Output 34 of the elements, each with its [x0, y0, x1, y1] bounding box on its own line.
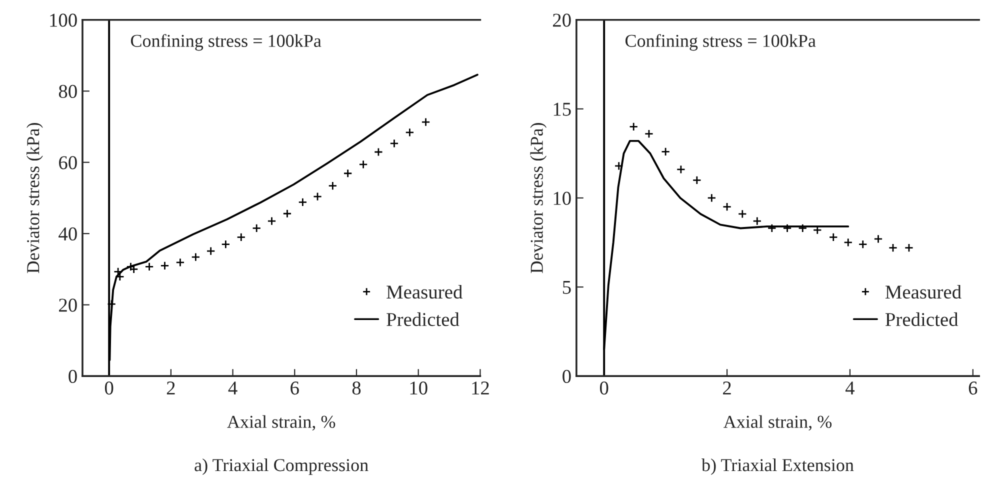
y-tick-label: 0: [562, 370, 571, 384]
x-tick-label: 6: [290, 382, 299, 395]
y-axis-title: Deviator stress (kPa): [26, 123, 43, 274]
legend-label: Predicted: [386, 312, 460, 326]
y-tick-label: 0: [68, 370, 77, 384]
legend-label: Predicted: [885, 312, 958, 326]
y-tick-label: 80: [58, 84, 77, 98]
x-tick-label: 12: [472, 382, 489, 394]
x-tick-label: 2: [723, 382, 731, 394]
y-tick-label: 20: [59, 298, 77, 312]
text: a) Triaxial Compression: [194, 458, 368, 475]
y-axis-title: Deviator stress (kPa): [530, 123, 547, 274]
y-tick-label: 100: [50, 14, 77, 27]
x-tick-label: 8: [352, 381, 361, 395]
text: b) Triaxial Extension: [702, 458, 854, 475]
x-tick-label: 2: [166, 382, 175, 394]
annotation: Confining stress = 100kPa: [130, 34, 322, 51]
annotation: Confining stress = 100kPa: [625, 34, 816, 51]
legend-label: Measured: [885, 284, 962, 299]
x-tick-label: 4: [228, 382, 238, 394]
y-tick-label: 40: [58, 227, 77, 241]
y-tick-label: 10: [554, 192, 571, 205]
y-tick-label: 15: [554, 102, 571, 116]
x-tick-label: 0: [600, 381, 608, 395]
legend-label: Measured: [386, 284, 462, 299]
y-tick-label: 60: [59, 156, 77, 170]
y-tick-label: 5: [562, 281, 571, 294]
x-tick-label: 0: [104, 381, 114, 395]
y-tick-label: 20: [552, 14, 571, 27]
x-tick-label: 6: [968, 382, 978, 395]
x-tick-label: 10: [410, 381, 428, 395]
x-axis-title: Axial strain, %: [724, 415, 832, 431]
x-tick-label: 4: [845, 382, 855, 394]
x-axis-title: Axial strain, %: [227, 415, 336, 431]
